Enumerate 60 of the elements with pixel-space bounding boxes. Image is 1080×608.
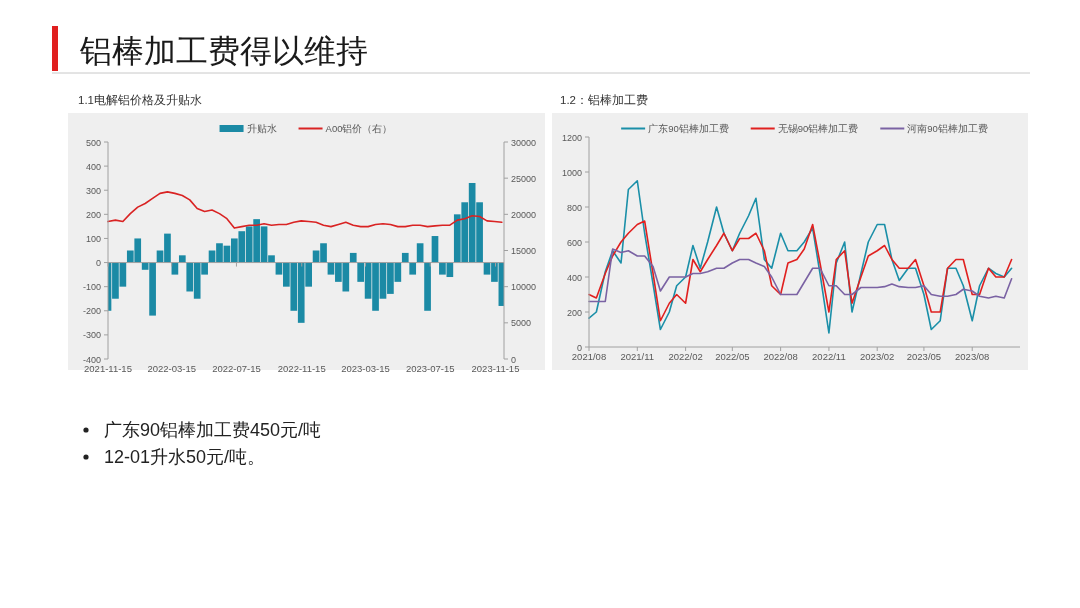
x-tick-label: 2023/08: [955, 351, 990, 362]
x-tick-label: 2023/02: [860, 351, 895, 362]
bar: [178, 255, 186, 263]
text: 铝棒加工费得以维持: [79, 33, 368, 69]
y-tick-label: 200: [566, 307, 582, 318]
y-tick-label: 0: [576, 342, 582, 353]
legend-label: 广东90铝棒加工费: [648, 123, 729, 134]
chart-title: 1.1电解铝价格及升贴水: [78, 94, 202, 106]
y-tick-label: 600: [566, 237, 582, 248]
line-series: [588, 248, 1013, 303]
y-tick-label: 100: [85, 233, 101, 244]
y2-tick-label: 15000: [511, 246, 537, 256]
y2-tick-label: 30000: [511, 137, 537, 148]
x-tick-label: 2022/05: [715, 351, 750, 362]
x-tick-label: 2023-11-15: [471, 363, 520, 374]
line-series: [588, 179, 1013, 334]
y-tick-label: 200: [85, 209, 101, 220]
x-tick-label: 2022-11-15: [277, 363, 326, 374]
x-tick-label: 2021-11-15: [84, 363, 132, 374]
legend-label: A00铝价（右）: [325, 123, 393, 134]
y-tick-label: 400: [85, 161, 101, 172]
y-tick-label: -400: [82, 354, 101, 365]
x-tick-label: 2022/02: [668, 351, 703, 362]
y-tick-label: 300: [85, 185, 101, 196]
bar: [171, 262, 179, 275]
y2-tick-label: 0: [511, 354, 517, 365]
y-tick-label: 400: [566, 272, 582, 283]
x-tick-label: 2022-03-15: [147, 363, 196, 374]
chart-title: 1.2：铝棒加工费: [560, 94, 648, 106]
y-tick-label: 1200: [561, 132, 582, 143]
y-tick-label: -100: [82, 282, 101, 293]
x-tick-label: 2022/08: [763, 351, 798, 362]
y-tick-label: 800: [566, 202, 582, 213]
line-series: [107, 191, 503, 229]
y-tick-label: 1000: [561, 167, 582, 178]
y2-tick-label: 20000: [511, 209, 537, 220]
bar: [401, 252, 409, 263]
x-tick-label: 2023/05: [906, 351, 942, 362]
y-tick-label: -200: [82, 306, 101, 317]
x-tick-label: 2021/08: [571, 351, 607, 362]
y2-tick-label: 10000: [511, 282, 537, 293]
x-tick-label: 2022-07-15: [212, 363, 261, 374]
y-tick-label: -300: [82, 330, 101, 341]
x-tick-label: 2023-07-15: [405, 363, 455, 374]
bar: [409, 262, 417, 275]
y-tick-label: 0: [95, 258, 101, 269]
legend-label: 升贴水: [246, 123, 277, 134]
x-tick-label: 2022/11: [812, 351, 846, 362]
y2-tick-label: 25000: [511, 173, 537, 184]
text: 12-01升水50元/吨。: [104, 447, 266, 467]
y2-tick-label: 5000: [511, 318, 532, 329]
x-tick-label: 2021/11: [620, 351, 655, 362]
x-tick-label: 2023-03-15: [341, 363, 390, 374]
text: 广东90铝棒加工费450元/吨: [104, 420, 322, 440]
legend-label: 无锡90铝棒加工费: [777, 123, 859, 134]
bar: [424, 262, 431, 311]
bar: [349, 252, 357, 263]
line-series: [588, 220, 1013, 322]
legend-label: 河南90铝棒加工费: [907, 123, 988, 134]
y-tick-label: 500: [85, 137, 101, 148]
